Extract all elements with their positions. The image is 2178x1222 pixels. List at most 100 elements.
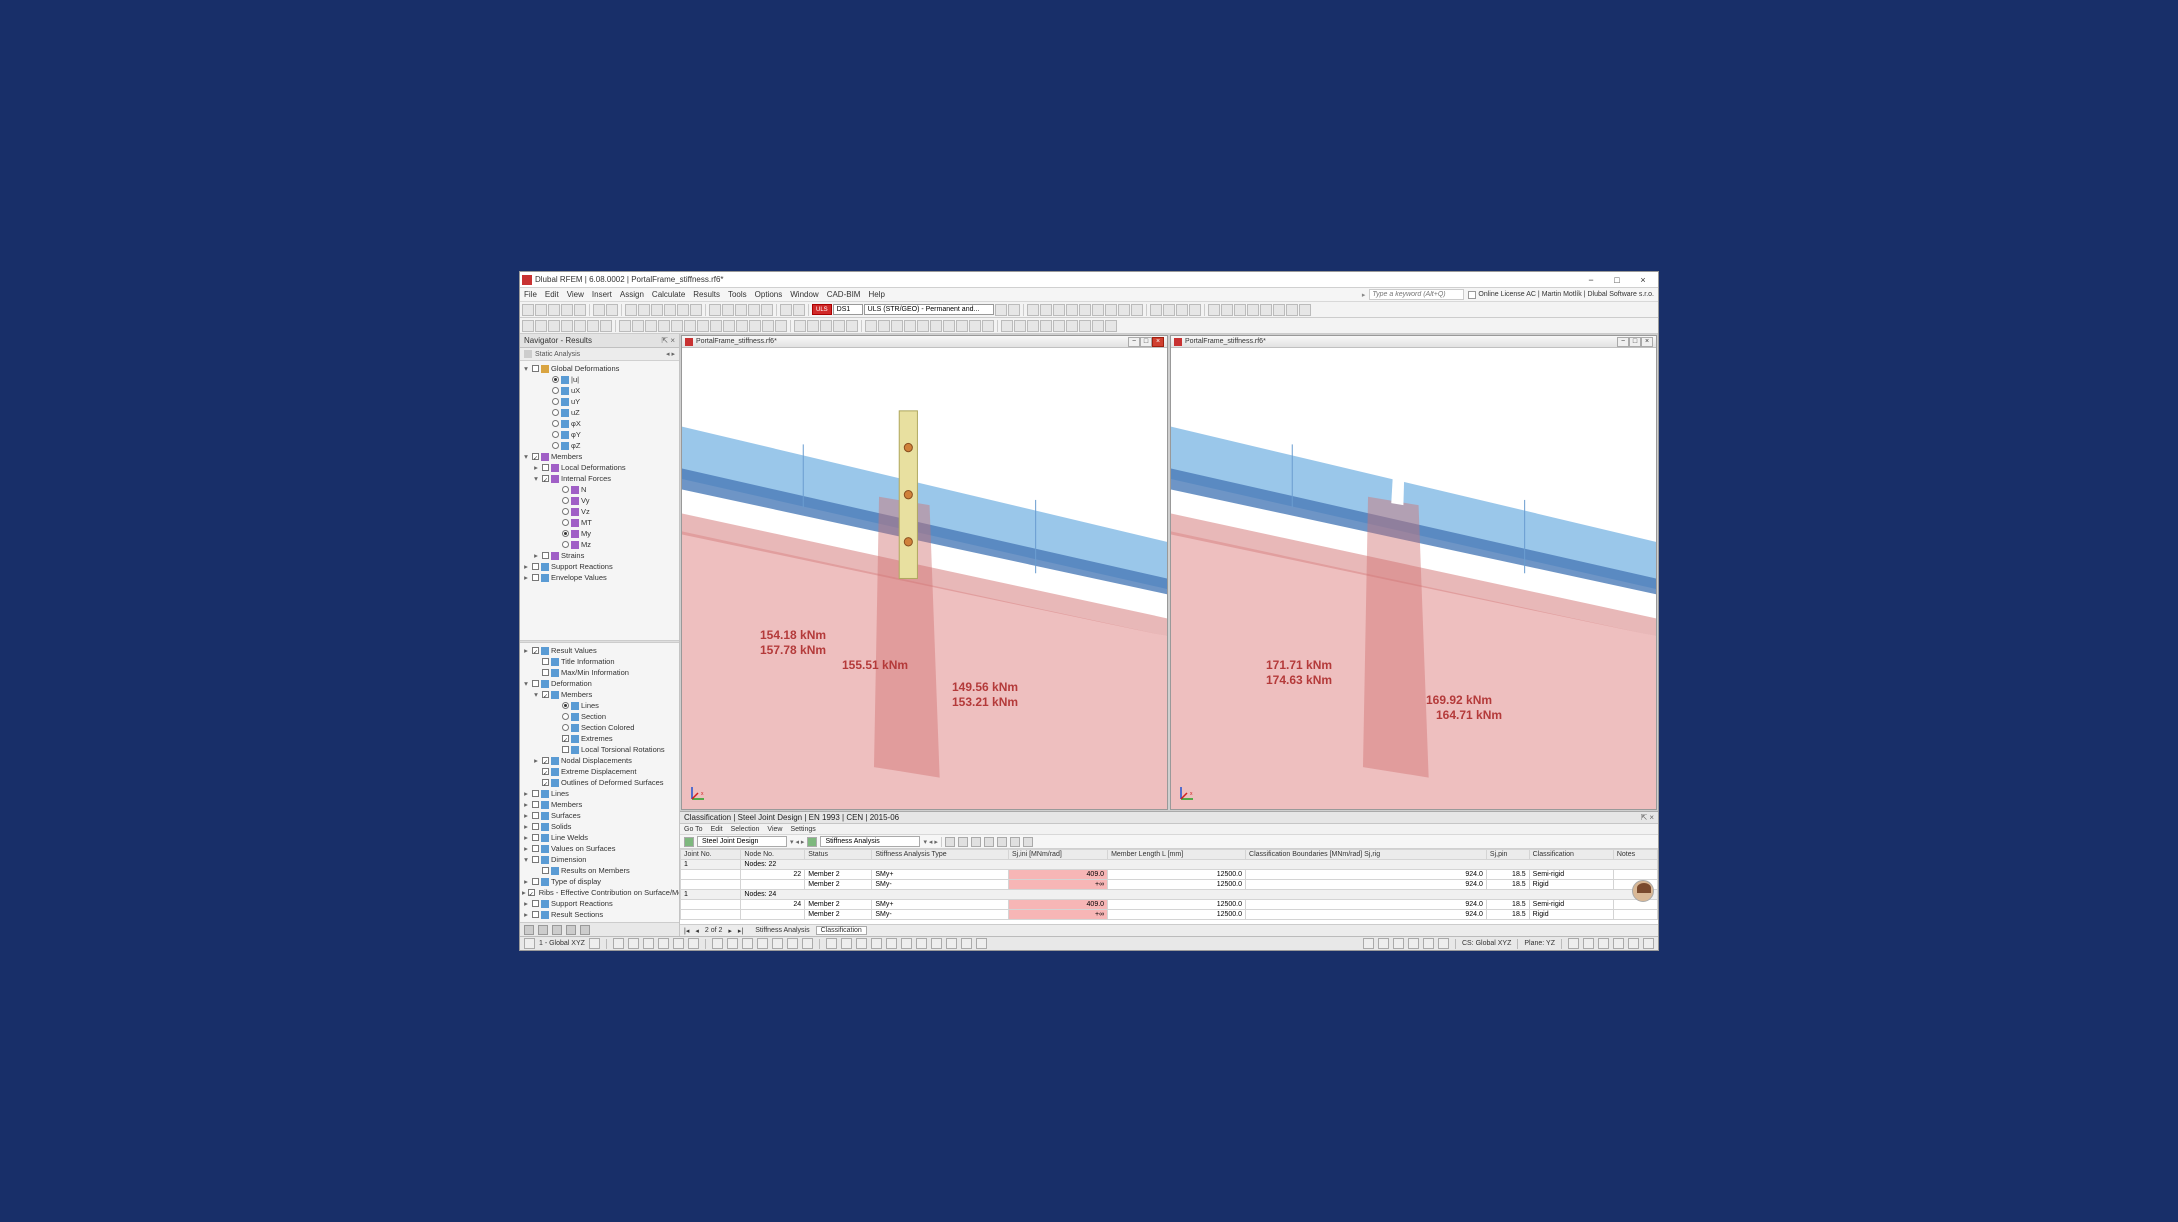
tree-item[interactable]: Vy xyxy=(522,495,677,506)
close-button[interactable]: × xyxy=(1630,273,1656,287)
t2-22[interactable] xyxy=(807,320,819,332)
view-right-close[interactable]: × xyxy=(1641,337,1653,347)
tree-item[interactable]: Mz xyxy=(522,539,677,550)
t2-35[interactable] xyxy=(982,320,994,332)
tree-item[interactable]: φY xyxy=(522,429,677,440)
t2-41[interactable] xyxy=(1066,320,1078,332)
panel-pin[interactable]: ⇱ xyxy=(1641,813,1648,822)
tree-item[interactable]: ▾Internal Forces xyxy=(522,473,677,484)
uls-badge[interactable]: ULS xyxy=(812,304,832,315)
menu-edit[interactable]: Edit xyxy=(545,290,559,299)
nav-tab-5[interactable] xyxy=(580,925,590,935)
t2-2[interactable] xyxy=(535,320,547,332)
sb-t21[interactable] xyxy=(931,938,942,949)
tb-e7[interactable] xyxy=(1286,304,1298,316)
pt-b1[interactable] xyxy=(945,837,955,847)
tb-c9[interactable] xyxy=(1131,304,1143,316)
t2-42[interactable] xyxy=(1079,320,1091,332)
minimize-button[interactable]: − xyxy=(1578,273,1604,287)
tb-next[interactable] xyxy=(1008,304,1020,316)
sb-t12[interactable] xyxy=(787,938,798,949)
sb-t13[interactable] xyxy=(802,938,813,949)
tb-b3[interactable] xyxy=(651,304,663,316)
table-row[interactable]: Member 2SMy-+∞12500.0924.018.5Rigid xyxy=(681,880,1658,890)
sb-t11[interactable] xyxy=(772,938,783,949)
tree-item[interactable]: φZ xyxy=(522,440,677,451)
pt-b2[interactable] xyxy=(958,837,968,847)
tree-item[interactable]: ▸Local Deformations xyxy=(522,462,677,473)
t2-25[interactable] xyxy=(846,320,858,332)
ps-first[interactable]: |◂ xyxy=(684,927,689,935)
t2-21[interactable] xyxy=(794,320,806,332)
ps-next[interactable]: ▸ xyxy=(728,927,732,935)
sb-t9[interactable] xyxy=(742,938,753,949)
tb-c7[interactable] xyxy=(1105,304,1117,316)
navigator-pin-icon[interactable]: ⇱ × xyxy=(661,336,675,345)
tb-b2[interactable] xyxy=(638,304,650,316)
tree-item[interactable]: Results on Members xyxy=(522,865,677,876)
navigator-filter[interactable]: Static Analysis ◂ ▸ xyxy=(520,348,679,361)
combo-design[interactable]: Steel Joint Design xyxy=(697,836,787,847)
view-right-min[interactable]: − xyxy=(1617,337,1629,347)
table-row[interactable]: Member 2SMy-+∞12500.0924.018.5Rigid xyxy=(681,910,1658,920)
t2-11[interactable] xyxy=(658,320,670,332)
sb-t5[interactable] xyxy=(673,938,684,949)
sb-t4[interactable] xyxy=(658,938,669,949)
tb-b7[interactable] xyxy=(709,304,721,316)
tb-e1[interactable] xyxy=(1208,304,1220,316)
t2-15[interactable] xyxy=(710,320,722,332)
t2-43[interactable] xyxy=(1092,320,1104,332)
menu-calculate[interactable]: Calculate xyxy=(652,290,685,299)
t2-18[interactable] xyxy=(749,320,761,332)
canvas-right[interactable]: x 171.71 kNm174.63 kNm169.92 kNm164.71 k… xyxy=(1171,348,1656,809)
tree-item[interactable]: ▾Members xyxy=(522,689,677,700)
tree-item[interactable]: ▸Result Values xyxy=(522,645,677,656)
pt-nav2[interactable]: ▾ ◂ ▸ xyxy=(923,838,937,846)
sb-t6[interactable] xyxy=(688,938,699,949)
sb-r6[interactable] xyxy=(1438,938,1449,949)
tree-item[interactable]: ▸Type of display xyxy=(522,876,677,887)
t2-31[interactable] xyxy=(930,320,942,332)
tb-e6[interactable] xyxy=(1273,304,1285,316)
sb-t8[interactable] xyxy=(727,938,738,949)
sb-r4[interactable] xyxy=(1408,938,1419,949)
sb-r9[interactable] xyxy=(1598,938,1609,949)
sb-t3[interactable] xyxy=(643,938,654,949)
tree-item[interactable]: ▸Surfaces xyxy=(522,810,677,821)
tb-b12[interactable] xyxy=(780,304,792,316)
tree-item[interactable]: ▸Members xyxy=(522,799,677,810)
tb-print[interactable] xyxy=(574,304,586,316)
tb-e3[interactable] xyxy=(1234,304,1246,316)
tree-item[interactable]: ▾Global Deformations xyxy=(522,363,677,374)
tb-d2[interactable] xyxy=(1163,304,1175,316)
sb-t18[interactable] xyxy=(886,938,897,949)
classification-table[interactable]: Joint No.Node No.StatusStiffness Analysi… xyxy=(680,849,1658,924)
tree-item[interactable]: Extreme Displacement xyxy=(522,766,677,777)
t2-4[interactable] xyxy=(561,320,573,332)
t2-9[interactable] xyxy=(632,320,644,332)
tree-item[interactable]: ▾Dimension xyxy=(522,854,677,865)
table-row[interactable]: 24Member 2SMy+409.012500.0924.018.5Semi-… xyxy=(681,900,1658,910)
ps-prev[interactable]: ◂ xyxy=(695,927,699,935)
tree-item[interactable]: Outlines of Deformed Surfaces xyxy=(522,777,677,788)
t2-39[interactable] xyxy=(1040,320,1052,332)
tb-e4[interactable] xyxy=(1247,304,1259,316)
sb-r5[interactable] xyxy=(1423,938,1434,949)
pm-view[interactable]: View xyxy=(767,826,782,833)
sb-t19[interactable] xyxy=(901,938,912,949)
tree-item[interactable]: Section xyxy=(522,711,677,722)
tb-b8[interactable] xyxy=(722,304,734,316)
tb-prev[interactable] xyxy=(995,304,1007,316)
view-right-max[interactable]: □ xyxy=(1629,337,1641,347)
tree-item[interactable]: MT xyxy=(522,517,677,528)
t2-24[interactable] xyxy=(833,320,845,332)
tree-item[interactable]: ▸Support Reactions xyxy=(522,898,677,909)
tb-b1[interactable] xyxy=(625,304,637,316)
sb-r1[interactable] xyxy=(1363,938,1374,949)
tree-item[interactable]: ▸Ribs - Effective Contribution on Surfac… xyxy=(522,887,677,898)
tree-item[interactable]: My xyxy=(522,528,677,539)
nav-tab-3[interactable] xyxy=(552,925,562,935)
nav-tab-4[interactable] xyxy=(566,925,576,935)
maximize-button[interactable]: □ xyxy=(1604,273,1630,287)
t2-14[interactable] xyxy=(697,320,709,332)
